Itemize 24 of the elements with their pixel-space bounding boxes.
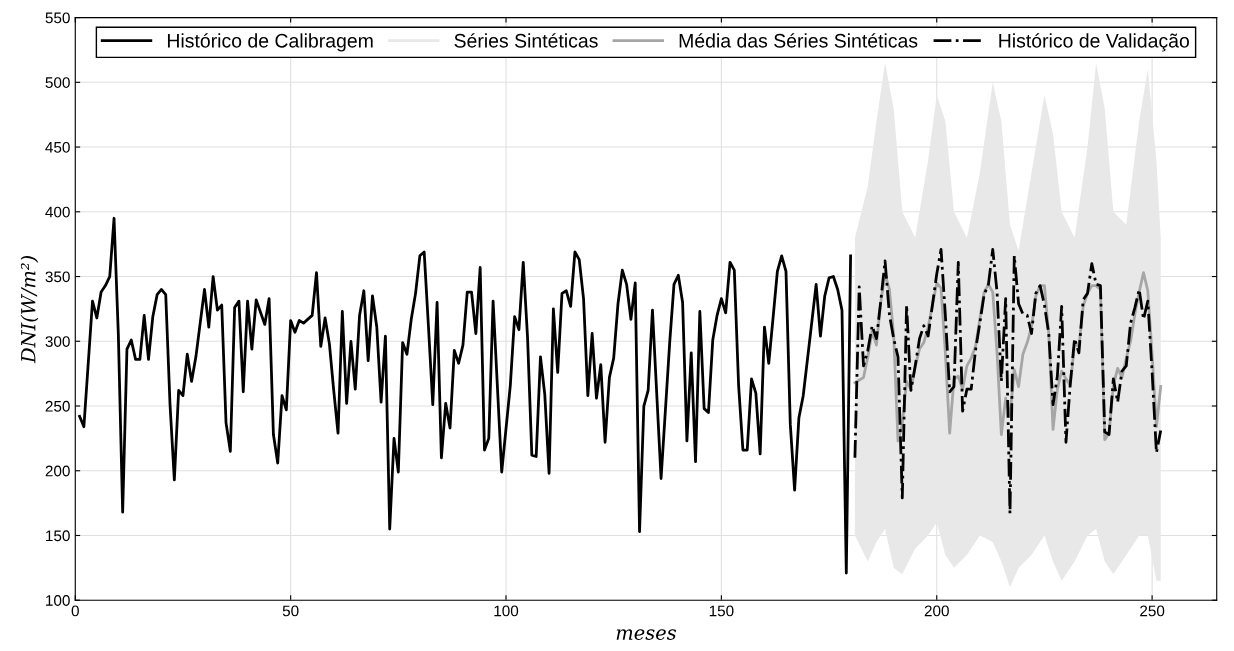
x-tick-label: 250 <box>1140 605 1165 617</box>
x-axis-title: meses <box>616 629 677 640</box>
x-tick-label: 50 <box>282 605 299 617</box>
legend-label: Histórico de Validação <box>999 33 1189 52</box>
legend-label: Média das Séries Sintéticas <box>679 33 918 48</box>
y-tick-label: 150 <box>46 530 70 542</box>
y-tick-label: 450 <box>45 141 70 153</box>
legend-label: Histórico de Calibragem <box>167 33 373 52</box>
y-tick-label: 350 <box>45 271 70 283</box>
x-tick-label: 200 <box>924 605 949 617</box>
y-tick-label: 100 <box>46 595 70 606</box>
x-tick-label: 100 <box>494 605 519 617</box>
x-tick-label: 150 <box>709 605 734 617</box>
y-axis-title: DNI(W/m²) <box>20 256 39 364</box>
y-tick-label: 300 <box>45 336 70 347</box>
legend-label: Séries Sintéticas <box>454 33 598 48</box>
y-tick-label: 500 <box>45 77 70 88</box>
y-tick-label: 550 <box>45 12 70 24</box>
y-tick-label: 200 <box>45 465 70 477</box>
y-tick-label: 250 <box>45 400 70 412</box>
line-series <box>853 247 1163 515</box>
x-tick-label: 0 <box>71 605 79 617</box>
line-series <box>78 216 852 575</box>
y-tick-label: 400 <box>45 206 70 218</box>
